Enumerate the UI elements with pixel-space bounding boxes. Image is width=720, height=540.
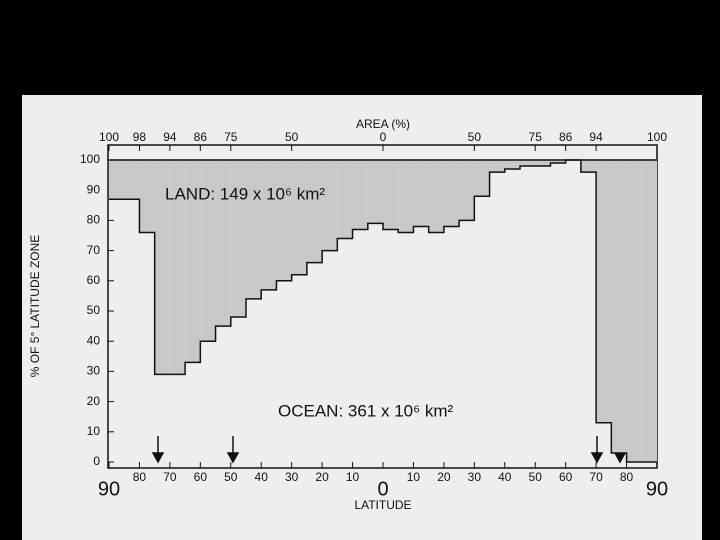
y-tick-label: 30 [87, 364, 101, 378]
x2-tick-label: 98 [133, 130, 147, 144]
x-tick-label: 80 [133, 470, 147, 484]
land-bar [550, 160, 566, 164]
x-tick-label: 30 [468, 470, 482, 484]
x2-tick-label: 94 [589, 130, 603, 144]
land-bar [230, 160, 246, 318]
x-tick-label: 10 [346, 470, 360, 484]
land-bar [154, 160, 170, 375]
land-bar [596, 160, 612, 423]
land-bar [580, 160, 597, 173]
y-axis-label: % OF 5° LATITUDE ZONE [28, 235, 42, 378]
land-bar [428, 160, 444, 233]
land-bar [611, 160, 627, 453]
x-tick-label: 70 [163, 470, 177, 484]
y-tick-label: 0 [93, 454, 100, 468]
bars [109, 160, 657, 462]
land-bar [306, 160, 323, 263]
land-bar [169, 160, 186, 375]
x-tick-label: 90 [646, 478, 668, 500]
x-tick-label: 30 [285, 470, 299, 484]
ocean-label: OCEAN: 361 x 10⁶ km² [278, 401, 454, 420]
x2-tick-label: 94 [163, 130, 177, 144]
y-tick-label: 20 [87, 394, 101, 408]
x2-tick-label: 50 [468, 130, 482, 144]
x-tick-label: 0 [377, 478, 388, 500]
x2-tick-label: 75 [529, 130, 543, 144]
land-bar [398, 160, 414, 233]
x-tick-label: 60 [194, 470, 208, 484]
land-bar [200, 160, 216, 342]
x-tick-label: 80 [620, 470, 634, 484]
x-tick-label: 40 [255, 470, 269, 484]
y-tick-label: 90 [87, 182, 101, 196]
x-tick-label: 50 [529, 470, 543, 484]
land-bar [459, 160, 475, 221]
y-tick-label: 40 [87, 333, 101, 347]
x-tick-label: 40 [498, 470, 512, 484]
land-bar [520, 160, 536, 167]
arrow-head [226, 452, 240, 464]
land-bar [383, 160, 399, 230]
land-bar [185, 160, 201, 363]
x2-tick-label: 0 [380, 130, 387, 144]
y-tick-label: 60 [87, 273, 101, 287]
x-tick-label: 20 [437, 470, 451, 484]
top-axis-title: AREA (%) [356, 117, 410, 131]
land-bar [337, 160, 353, 239]
land-bar [322, 160, 338, 251]
y-tick-label: 80 [87, 213, 101, 227]
land-bar [367, 160, 383, 224]
land-bar [109, 160, 125, 200]
land-bar [215, 160, 231, 327]
arrow-head [151, 452, 165, 464]
land-bar [535, 160, 551, 167]
y-tick-label: 50 [87, 303, 101, 317]
land-bar [504, 160, 520, 170]
land-bar [489, 160, 505, 173]
x2-tick-label: 50 [285, 130, 299, 144]
land-bar [261, 160, 277, 290]
x-tick-label: 10 [407, 470, 421, 484]
step-line [109, 159, 657, 463]
x-tick-label: 90 [98, 478, 120, 500]
land-bar [276, 160, 292, 281]
x-tick-label: 70 [589, 470, 603, 484]
land-bar [641, 160, 657, 462]
land-bar [352, 160, 368, 230]
land-bar [124, 160, 140, 200]
y-tick-label: 100 [80, 152, 100, 166]
x-tick-label: 60 [559, 470, 573, 484]
land-bar [291, 160, 307, 275]
land-bar [246, 160, 262, 299]
x-axis-label: LATITUDE [354, 498, 411, 512]
land-bar [626, 160, 642, 462]
x2-tick-label: 75 [224, 130, 238, 144]
y-tick-label: 10 [87, 424, 101, 438]
arrows [151, 436, 627, 464]
land-bar [413, 160, 429, 227]
land-label: LAND: 149 x 10⁶ km² [165, 184, 325, 203]
x2-tick-label: 86 [559, 130, 573, 144]
x2-tick-label: 86 [194, 130, 208, 144]
y-tick-label: 70 [87, 243, 101, 257]
land-bar [474, 160, 490, 197]
x2-tick-label: 100 [647, 130, 667, 144]
x2-tick-label: 100 [99, 130, 119, 144]
land-bar [139, 160, 155, 233]
land-bar [443, 160, 460, 227]
x-tick-label: 20 [315, 470, 329, 484]
x-tick-label: 50 [224, 470, 238, 484]
arrow-head [590, 452, 604, 464]
